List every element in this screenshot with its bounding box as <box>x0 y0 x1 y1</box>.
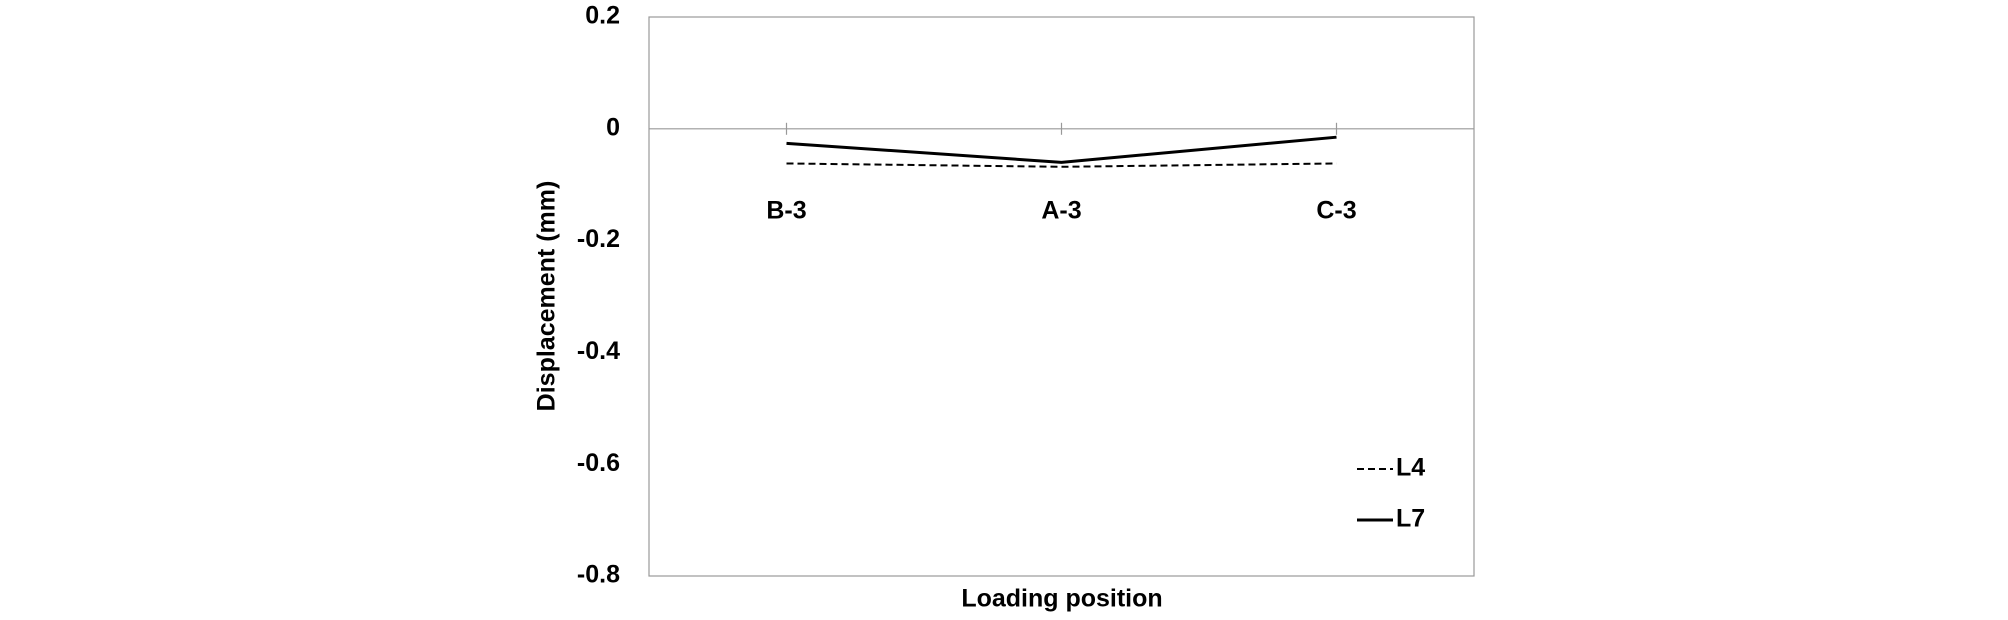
y-tick-label: -0.6 <box>577 449 620 477</box>
y-tick-label: 0 <box>606 113 620 141</box>
x-axis-title: Loading position <box>961 585 1162 613</box>
y-tick-label: -0.8 <box>577 561 620 589</box>
legend-label: L4 <box>1396 454 1425 482</box>
y-tick-label: -0.2 <box>577 225 620 253</box>
y-axis-title: Displacement (mm) <box>533 181 561 412</box>
series-line <box>786 162 1337 168</box>
series-line <box>786 135 1337 164</box>
x-tick-label: A-3 <box>1041 196 1081 224</box>
y-tick-label: 0.2 <box>585 2 620 30</box>
x-tick-label: B-3 <box>766 196 806 224</box>
plot-border <box>648 16 1475 577</box>
y-tick-label: -0.4 <box>577 337 620 365</box>
x-tick-label: C-3 <box>1316 196 1356 224</box>
legend-label: L7 <box>1396 505 1425 533</box>
